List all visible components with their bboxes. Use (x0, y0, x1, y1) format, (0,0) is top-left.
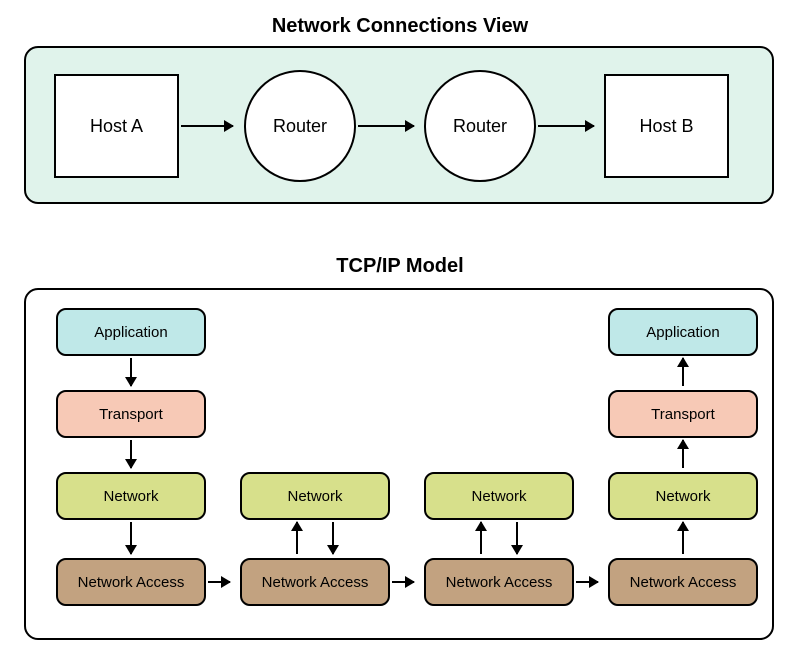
arrow-host-a-to-router-1 (181, 125, 233, 127)
layer-left-network-label: Network (103, 488, 158, 505)
layer-mid1-access: Network Access (240, 558, 390, 606)
layer-left-transport: Transport (56, 390, 206, 438)
arrow-left-network-to-access (130, 522, 132, 554)
section-title-top-text: Network Connections View (272, 15, 528, 37)
section-title-top: Network Connections View (0, 15, 800, 38)
layer-mid1-access-label: Network Access (262, 574, 369, 591)
arrow-router-2-to-host-b (538, 125, 594, 127)
layer-left-access-label: Network Access (78, 574, 185, 591)
layer-mid2-network-label: Network (471, 488, 526, 505)
layer-mid1-network: Network (240, 472, 390, 520)
arrow-access-2-to-3 (392, 581, 414, 583)
arrow-mid1-network-to-access (332, 522, 334, 554)
arrow-right-transport-to-app (682, 358, 684, 386)
page: Network Connections View Host A Router R… (0, 0, 800, 664)
layer-right-access: Network Access (608, 558, 758, 606)
arrow-mid2-access-to-network (480, 522, 482, 554)
node-host-a-label: Host A (90, 116, 143, 137)
arrow-left-transport-to-network (130, 440, 132, 468)
arrow-access-3-to-4 (576, 581, 598, 583)
node-host-b: Host B (604, 74, 729, 178)
arrow-mid2-network-to-access (516, 522, 518, 554)
layer-left-application: Application (56, 308, 206, 356)
layer-left-network: Network (56, 472, 206, 520)
layer-right-network-label: Network (655, 488, 710, 505)
layer-mid2-access-label: Network Access (446, 574, 553, 591)
section-title-bottom: TCP/IP Model (0, 255, 800, 278)
node-router-1: Router (244, 70, 356, 182)
node-router-1-label: Router (273, 116, 327, 137)
node-host-b-label: Host B (639, 116, 693, 137)
layer-right-transport-label: Transport (651, 406, 715, 423)
layer-mid2-network: Network (424, 472, 574, 520)
layer-right-transport: Transport (608, 390, 758, 438)
arrow-right-access-to-network (682, 522, 684, 554)
section-title-bottom-text: TCP/IP Model (336, 255, 463, 277)
layer-left-access: Network Access (56, 558, 206, 606)
node-host-a: Host A (54, 74, 179, 178)
layer-right-application: Application (608, 308, 758, 356)
layer-right-application-label: Application (646, 324, 719, 341)
node-router-2: Router (424, 70, 536, 182)
arrow-mid1-access-to-network (296, 522, 298, 554)
layer-mid2-access: Network Access (424, 558, 574, 606)
arrow-access-1-to-2 (208, 581, 230, 583)
layer-left-application-label: Application (94, 324, 167, 341)
arrow-router-1-to-router-2 (358, 125, 414, 127)
layer-right-access-label: Network Access (630, 574, 737, 591)
layer-right-network: Network (608, 472, 758, 520)
arrow-right-network-to-transport (682, 440, 684, 468)
node-router-2-label: Router (453, 116, 507, 137)
layer-mid1-network-label: Network (287, 488, 342, 505)
arrow-left-app-to-transport (130, 358, 132, 386)
layer-left-transport-label: Transport (99, 406, 163, 423)
